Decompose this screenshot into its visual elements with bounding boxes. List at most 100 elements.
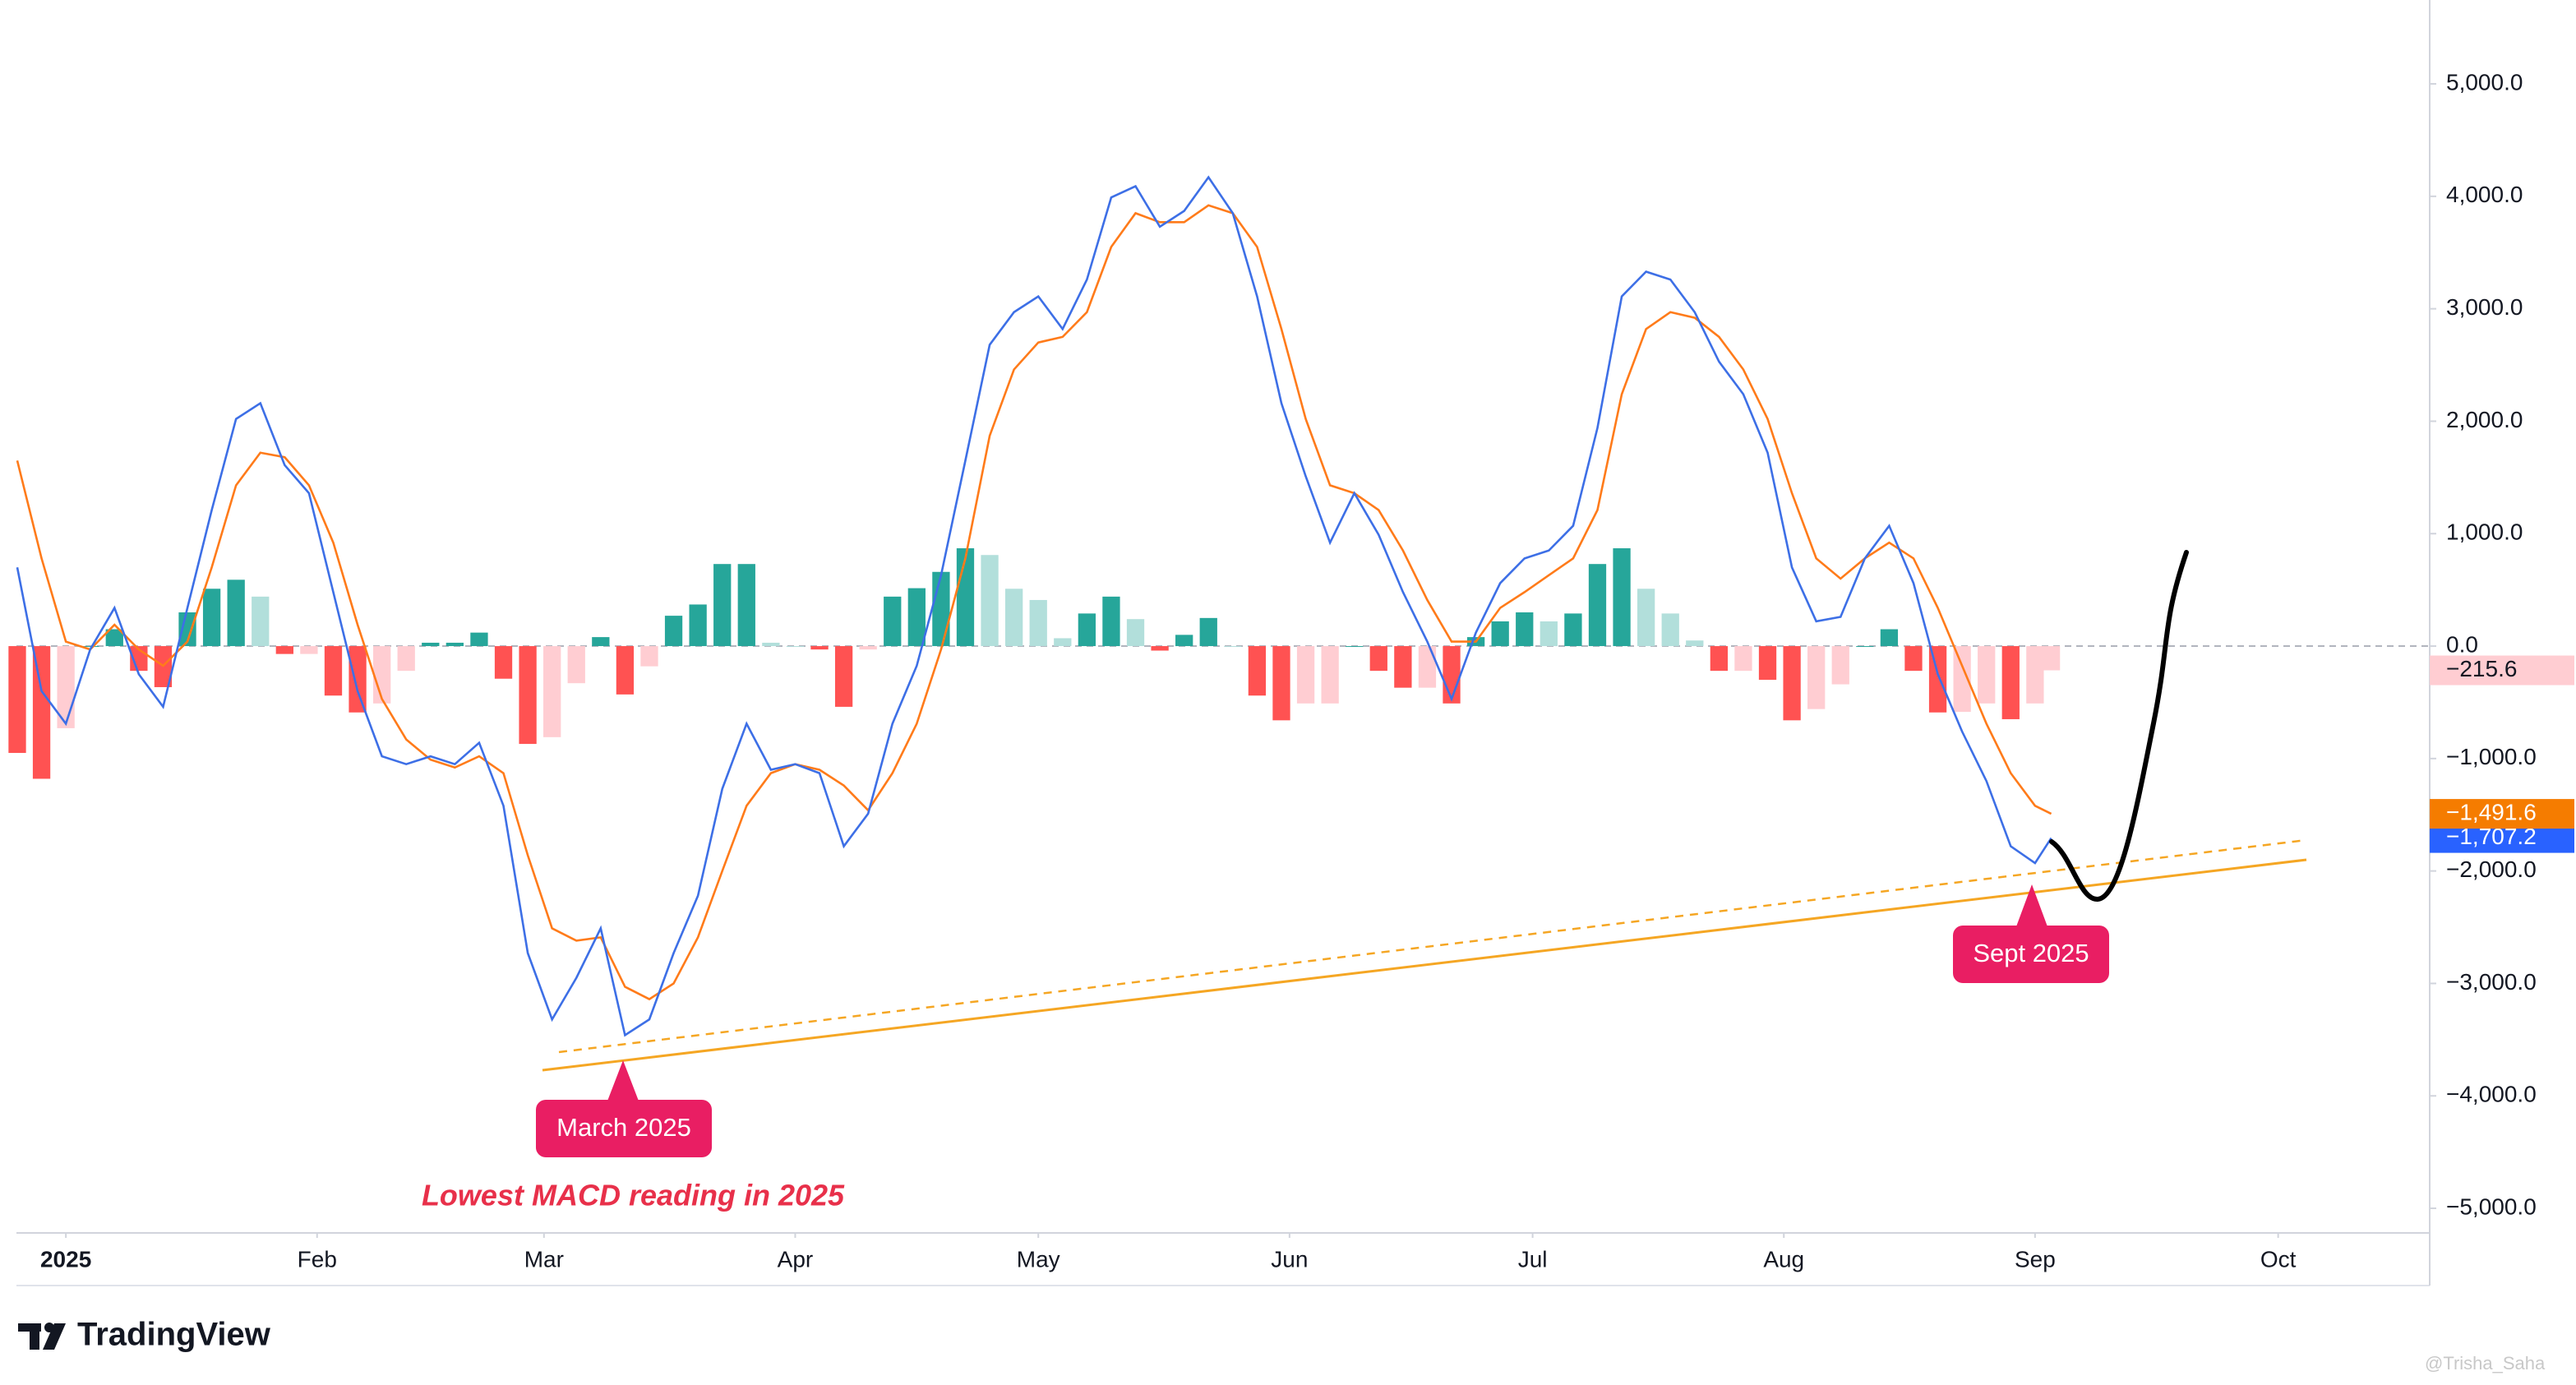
histogram-bar: [470, 632, 488, 647]
callout-pointer: [2015, 884, 2048, 929]
histogram-bar: [519, 646, 537, 745]
histogram-bar: [494, 646, 513, 679]
histogram-bar: [1831, 646, 1849, 685]
watermark: @Trisha_Saha: [2425, 1353, 2546, 1373]
trend-line-dashed: [558, 838, 2307, 1054]
histogram-bar: [907, 588, 926, 647]
histogram-bar: [2026, 646, 2044, 704]
histogram-bar: [1346, 646, 1364, 648]
last-value-badge: [2430, 655, 2574, 686]
x-tick-label: Apr: [778, 1246, 814, 1272]
histogram-bar: [1613, 548, 1631, 647]
last-value-badge: [2430, 799, 2574, 829]
x-tick-label: Jul: [1518, 1246, 1548, 1272]
y-tick-label: 2,000.0: [2446, 407, 2523, 432]
histogram-bar: [1928, 646, 1947, 713]
projection-curve: [2049, 550, 2189, 903]
trend-line: [542, 858, 2307, 1072]
histogram-bar: [713, 564, 732, 647]
histogram-bar: [8, 646, 26, 754]
callout-box: [1953, 926, 2109, 983]
histogram-bar: [372, 646, 391, 704]
histogram-bar: [275, 646, 293, 654]
callout: Sept 2025: [1953, 884, 2109, 983]
histogram-bar: [616, 646, 635, 695]
histogram-bar: [397, 646, 415, 672]
histogram-bar: [640, 646, 658, 667]
histogram-bar: [592, 637, 610, 647]
histogram-bar: [859, 646, 877, 650]
logo-part: [30, 1323, 39, 1350]
histogram-bar: [543, 646, 561, 737]
histogram-bar: [1807, 646, 1826, 709]
brand: TradingView: [77, 1317, 271, 1353]
y-tick-label: 3,000.0: [2446, 294, 2523, 320]
series-line: [16, 204, 2052, 1001]
histogram-bar: [81, 646, 99, 648]
histogram-bar: [227, 579, 245, 647]
histogram-bar: [1224, 646, 1242, 648]
callout-pointer: [607, 1060, 639, 1103]
histogram-bar: [884, 596, 902, 647]
histogram-bar: [324, 646, 343, 696]
histogram-bar: [1953, 646, 1971, 713]
histogram-bar: [1272, 646, 1290, 721]
histogram-bar: [1078, 613, 1096, 647]
last-value-label: −215.6: [2446, 656, 2517, 681]
histogram-bar: [1443, 646, 1461, 704]
histogram-bar: [1904, 646, 1923, 672]
histogram-bar: [32, 646, 51, 779]
histogram-bar: [689, 604, 707, 647]
histogram-bar: [1661, 613, 1679, 647]
histogram-bar: [1321, 646, 1339, 704]
histogram-bar: [178, 612, 196, 647]
y-tick-label: 5,000.0: [2446, 69, 2523, 95]
x-tick-label: Jun: [1271, 1246, 1308, 1272]
callout-text: March 2025: [556, 1113, 691, 1142]
x-tick-label: May: [1017, 1246, 1060, 1272]
histogram-bar: [981, 555, 999, 647]
histogram-bar: [1783, 646, 1801, 721]
histogram-bar: [1540, 621, 1558, 647]
histogram-bar: [1029, 599, 1047, 647]
histogram-bar: [1175, 635, 1193, 647]
series-line: [16, 175, 2052, 1037]
y-tick-label: −5,000.0: [2446, 1193, 2537, 1219]
histogram-bar: [1637, 589, 1655, 647]
histogram-bar: [932, 571, 950, 647]
histogram-bar: [786, 646, 805, 648]
histogram-bar: [105, 629, 123, 647]
x-tick-label: Aug: [1763, 1246, 1804, 1272]
y-tick-label: 1,000.0: [2446, 519, 2523, 545]
histogram-bar: [1588, 564, 1607, 647]
x-tick-label: 2025: [40, 1246, 91, 1272]
callout-box: [536, 1100, 712, 1157]
x-tick-label: Oct: [2260, 1246, 2297, 1272]
histogram-bar: [810, 646, 829, 650]
y-tick-label: 0.0: [2446, 631, 2478, 657]
histogram-bar: [300, 646, 318, 654]
histogram-bar: [664, 616, 683, 647]
histogram-bar: [1856, 646, 1874, 648]
plot-area: [8, 175, 2430, 1037]
histogram-bar: [445, 642, 464, 647]
x-tick-label: Sep: [2015, 1246, 2056, 1272]
histogram-bar: [1710, 646, 1729, 672]
y-tick-label: −4,000.0: [2446, 1082, 2537, 1107]
y-tick-label: −1,000.0: [2446, 744, 2537, 769]
histogram-bar: [1394, 646, 1412, 688]
histogram-bar: [1978, 646, 1996, 704]
y-tick-label: 4,000.0: [2446, 182, 2523, 207]
histogram-bar: [2001, 646, 2020, 719]
histogram-bar: [1491, 621, 1509, 647]
histogram-bar: [1516, 612, 1534, 647]
histogram-bar: [1686, 640, 1704, 647]
histogram-bar: [1418, 646, 1437, 688]
y-tick-label: −3,000.0: [2446, 969, 2537, 995]
logo-part: [43, 1323, 66, 1350]
x-tick-label: Feb: [298, 1246, 337, 1272]
histogram-bar: [834, 646, 853, 707]
histogram-bar: [1758, 646, 1777, 681]
histogram-bar: [202, 589, 221, 647]
histogram-bar: [1296, 646, 1315, 704]
